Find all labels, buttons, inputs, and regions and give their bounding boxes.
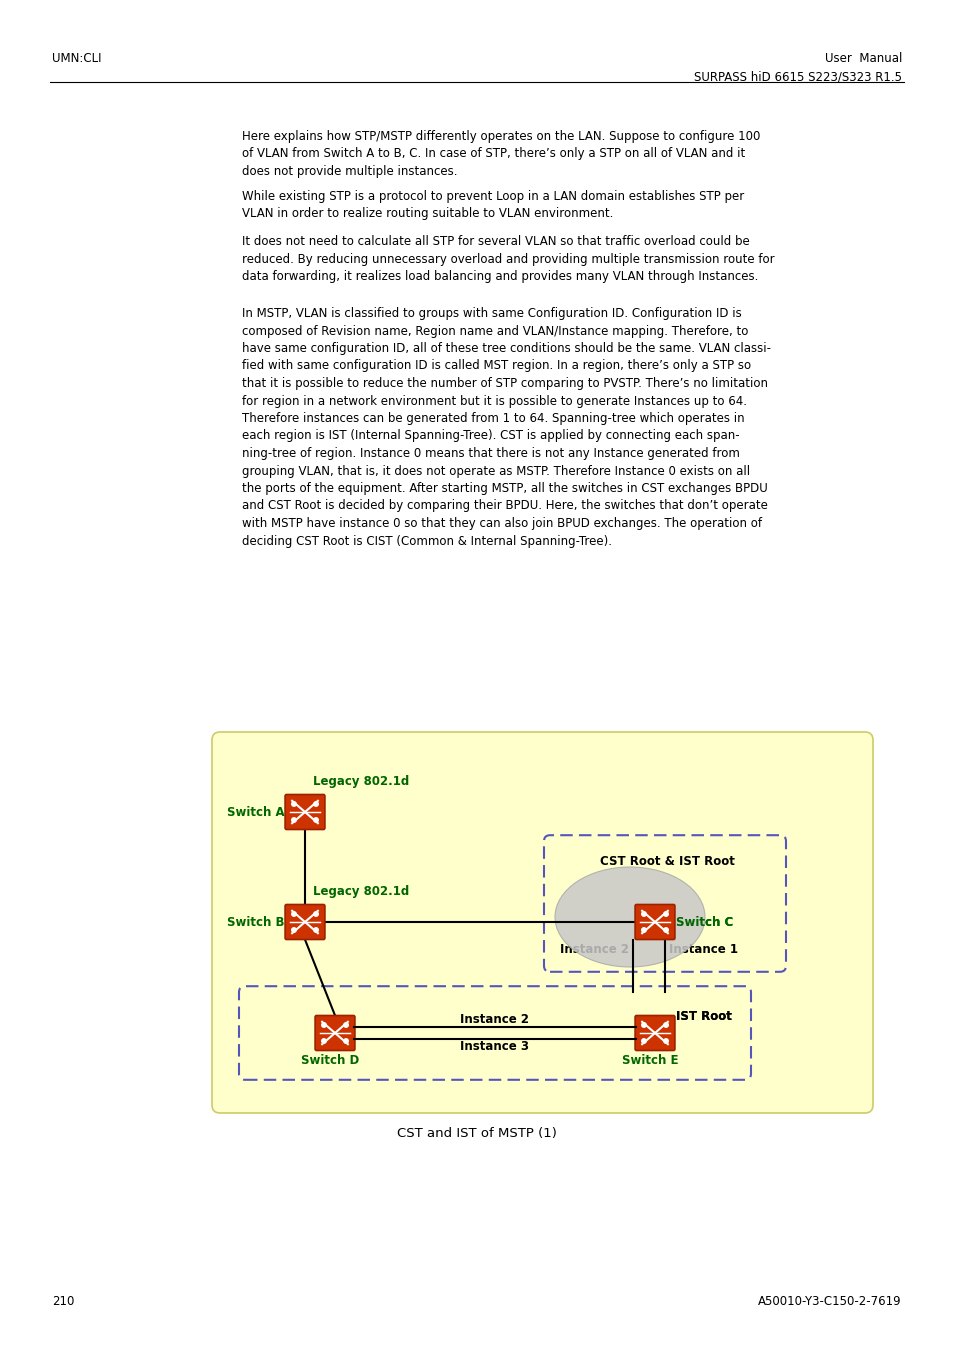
Text: IST Root: IST Root: [675, 1010, 731, 1023]
Text: Instance 1: Instance 1: [668, 944, 738, 956]
Text: Switch C: Switch C: [675, 915, 732, 929]
Circle shape: [314, 911, 318, 917]
FancyBboxPatch shape: [212, 732, 872, 1112]
Circle shape: [343, 1023, 348, 1027]
Text: Legacy 802.1d: Legacy 802.1d: [313, 775, 409, 788]
Text: Instance 3: Instance 3: [460, 1040, 529, 1053]
Circle shape: [663, 1023, 668, 1027]
Text: Switch B: Switch B: [227, 915, 284, 929]
Text: IST Root: IST Root: [675, 1010, 731, 1023]
Circle shape: [663, 1038, 668, 1044]
Ellipse shape: [555, 867, 704, 967]
Text: CST and IST of MSTP (1): CST and IST of MSTP (1): [396, 1127, 557, 1139]
Text: It does not need to calculate all STP for several VLAN so that traffic overload : It does not need to calculate all STP fo…: [242, 235, 774, 284]
Text: In MSTP, VLAN is classified to groups with same Configuration ID. Configuration : In MSTP, VLAN is classified to groups wi…: [242, 306, 770, 548]
Circle shape: [314, 927, 318, 933]
Circle shape: [292, 802, 295, 806]
FancyBboxPatch shape: [635, 904, 674, 940]
Text: A50010-Y3-C150-2-7619: A50010-Y3-C150-2-7619: [758, 1295, 901, 1308]
Circle shape: [292, 927, 295, 933]
Text: Legacy 802.1d: Legacy 802.1d: [313, 884, 409, 898]
Text: User  Manual: User Manual: [823, 53, 901, 65]
Circle shape: [641, 1038, 645, 1044]
Circle shape: [663, 911, 668, 917]
Circle shape: [663, 927, 668, 933]
Circle shape: [321, 1038, 326, 1044]
Circle shape: [343, 1038, 348, 1044]
FancyBboxPatch shape: [314, 1015, 355, 1050]
Circle shape: [641, 927, 645, 933]
Text: Instance 2: Instance 2: [559, 944, 628, 956]
Circle shape: [292, 911, 295, 917]
Text: While existing STP is a protocol to prevent Loop in a LAN domain establishes STP: While existing STP is a protocol to prev…: [242, 190, 743, 220]
FancyBboxPatch shape: [285, 795, 325, 829]
Circle shape: [641, 911, 645, 917]
Text: Switch C: Switch C: [675, 915, 732, 929]
Text: 210: 210: [52, 1295, 74, 1308]
Text: UMN:CLI: UMN:CLI: [52, 53, 101, 65]
Circle shape: [314, 818, 318, 822]
FancyBboxPatch shape: [285, 904, 325, 940]
Text: Switch E: Switch E: [621, 1054, 678, 1067]
Text: SURPASS hiD 6615 S223/S323 R1.5: SURPASS hiD 6615 S223/S323 R1.5: [693, 70, 901, 82]
Circle shape: [314, 802, 318, 806]
Circle shape: [641, 1023, 645, 1027]
Circle shape: [321, 1023, 326, 1027]
Text: Instance 2: Instance 2: [460, 1012, 529, 1026]
Text: Switch A: Switch A: [227, 806, 284, 818]
Circle shape: [292, 818, 295, 822]
Text: Switch D: Switch D: [300, 1054, 358, 1067]
Text: CST Root & IST Root: CST Root & IST Root: [599, 855, 734, 868]
Text: Here explains how STP/MSTP differently operates on the LAN. Suppose to configure: Here explains how STP/MSTP differently o…: [242, 130, 760, 178]
FancyBboxPatch shape: [635, 1015, 674, 1050]
